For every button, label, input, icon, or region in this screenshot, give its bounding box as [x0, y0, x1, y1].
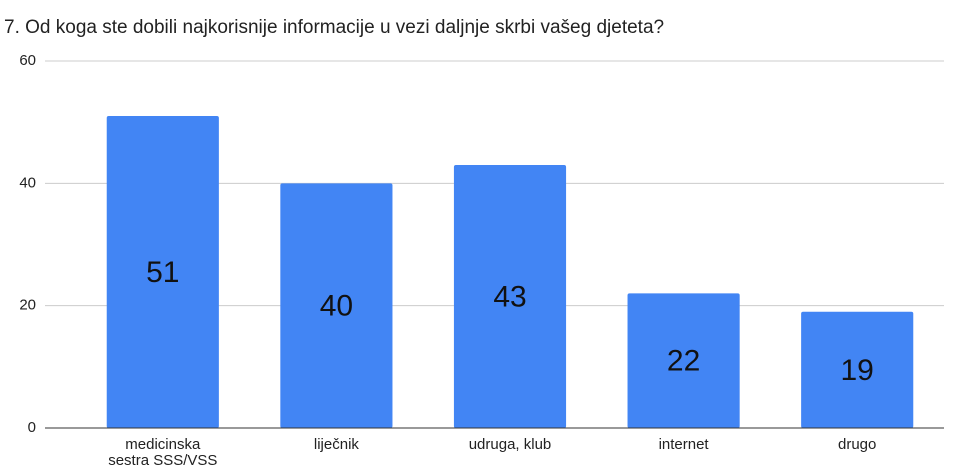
bar [801, 311, 914, 428]
chart-title: 7. Od koga ste dobili najkorisnije infor… [4, 17, 664, 38]
x-tick-label: liječnik [314, 436, 360, 453]
data-label: 19 [841, 354, 874, 387]
y-tick-label: 0 [28, 419, 36, 436]
bar [106, 116, 219, 429]
data-label: 22 [667, 345, 700, 378]
data-label: 43 [493, 280, 526, 313]
data-label: 51 [146, 256, 179, 289]
y-tick-label: 20 [19, 297, 36, 314]
bar [453, 164, 567, 428]
x-tick-label: medicinska sestra SSS/VSS [108, 436, 217, 469]
x-tick-label-line: medicinska [125, 436, 201, 453]
x-tick-label: udruga, klub [469, 436, 552, 453]
y-tick-label: 60 [19, 52, 36, 69]
y-tick-label: 40 [19, 174, 36, 191]
bar [280, 183, 393, 428]
x-tick-label-line: sestra SSS/VSS [108, 452, 217, 469]
bar [627, 293, 740, 428]
x-tick-label: internet [659, 436, 710, 453]
x-tick-label: drugo [838, 436, 876, 453]
data-label: 40 [320, 290, 353, 323]
